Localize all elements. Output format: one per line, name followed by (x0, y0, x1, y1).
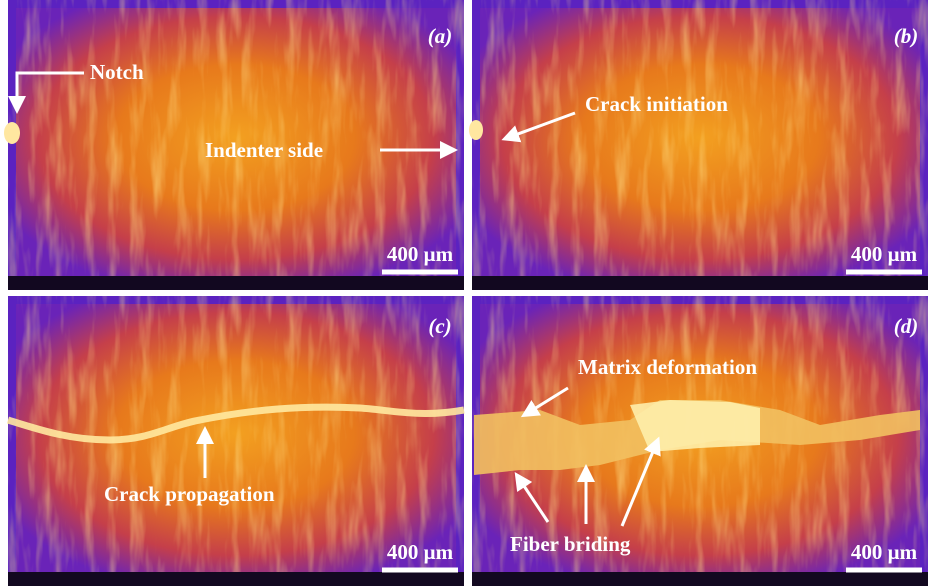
crack (6, 403, 465, 444)
arrow (501, 111, 576, 143)
notch (4, 122, 20, 144)
annotation: Fiber briding (510, 532, 631, 556)
annotation: Crack propagation (104, 482, 275, 506)
panel-label: (b) (894, 24, 919, 48)
arrow (620, 436, 661, 527)
scale-bar-label: 400 μm (387, 242, 454, 266)
arrow (514, 472, 550, 523)
notch (469, 120, 483, 140)
scale-bar-label: 400 μm (387, 540, 454, 564)
scale-bar-label: 400 μm (851, 540, 918, 564)
panel-label: (c) (428, 314, 451, 338)
annotation: Matrix deformation (578, 355, 757, 379)
scale-bar-label: 400 μm (851, 242, 918, 266)
annotation: Crack initiation (585, 92, 728, 116)
arrow (8, 71, 84, 114)
arrow (520, 386, 569, 418)
bridging-zone (630, 400, 760, 452)
annotation: Indenter side (205, 138, 323, 162)
annotation: Notch (90, 60, 144, 84)
panel-label: (d) (894, 314, 919, 338)
panel-label: (a) (428, 24, 453, 48)
